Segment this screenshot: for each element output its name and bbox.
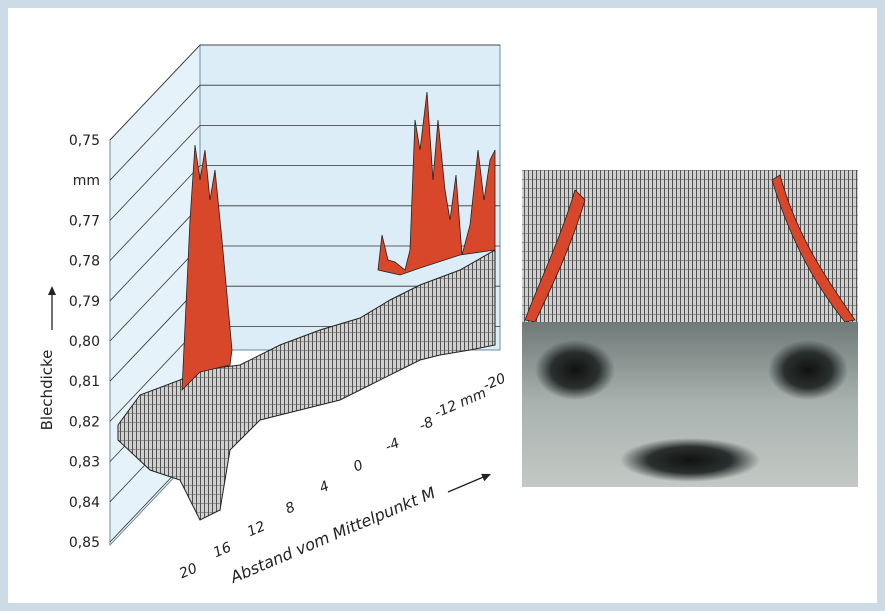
y-label: 0,83 — [69, 455, 100, 471]
y-label: 0,84 — [69, 495, 100, 511]
peak-right — [377, 91, 496, 276]
y-label: mm — [73, 173, 100, 189]
y-axis-title: Blechdicke — [38, 350, 56, 431]
x-label: 16 — [211, 539, 234, 561]
x-label: -4 — [383, 435, 402, 455]
x-label: 20 — [177, 560, 200, 582]
x-label: -8 — [417, 414, 436, 434]
grid-line — [109, 84, 201, 181]
grid-line — [109, 245, 201, 342]
x-label: 4 — [317, 478, 331, 496]
grid-line — [109, 205, 201, 302]
figure-canvas: 0,75 mm 0,77 0,78 0,79 0,80 0,81 0,82 0,83 0,84 0,… — [38, 43, 858, 587]
y-label: 0,85 — [69, 535, 100, 551]
peak-left — [181, 144, 233, 392]
x-arrow-head — [481, 473, 491, 482]
x-label: -20 — [481, 370, 508, 394]
y-label: 0,79 — [69, 294, 100, 310]
x-label: 12 — [245, 518, 268, 540]
photo-dark — [535, 340, 615, 400]
y-label: 0,78 — [69, 254, 100, 270]
y-labels: 0,75 mm 0,77 0,78 0,79 0,80 0,81 0,82 0,83 0,84 0,… — [69, 133, 100, 551]
grid-line — [109, 165, 201, 261]
y-label: 0,75 — [69, 133, 100, 149]
photo-dark — [620, 438, 760, 482]
x-label: 0 — [351, 457, 366, 475]
grid-line — [109, 44, 201, 141]
grid-line — [109, 125, 201, 221]
x-arrow — [447, 474, 487, 493]
y-arrow-head — [48, 286, 56, 295]
x-label: -12 mm — [432, 385, 489, 421]
grid-line — [109, 285, 201, 382]
y-label: 0,81 — [69, 374, 100, 390]
y-label: 0,80 — [69, 334, 100, 350]
y-label: 0,77 — [69, 213, 100, 229]
x-label: 8 — [283, 499, 298, 517]
y-label: 0,82 — [69, 414, 100, 430]
surface — [117, 249, 496, 521]
photo-dark — [768, 340, 848, 400]
